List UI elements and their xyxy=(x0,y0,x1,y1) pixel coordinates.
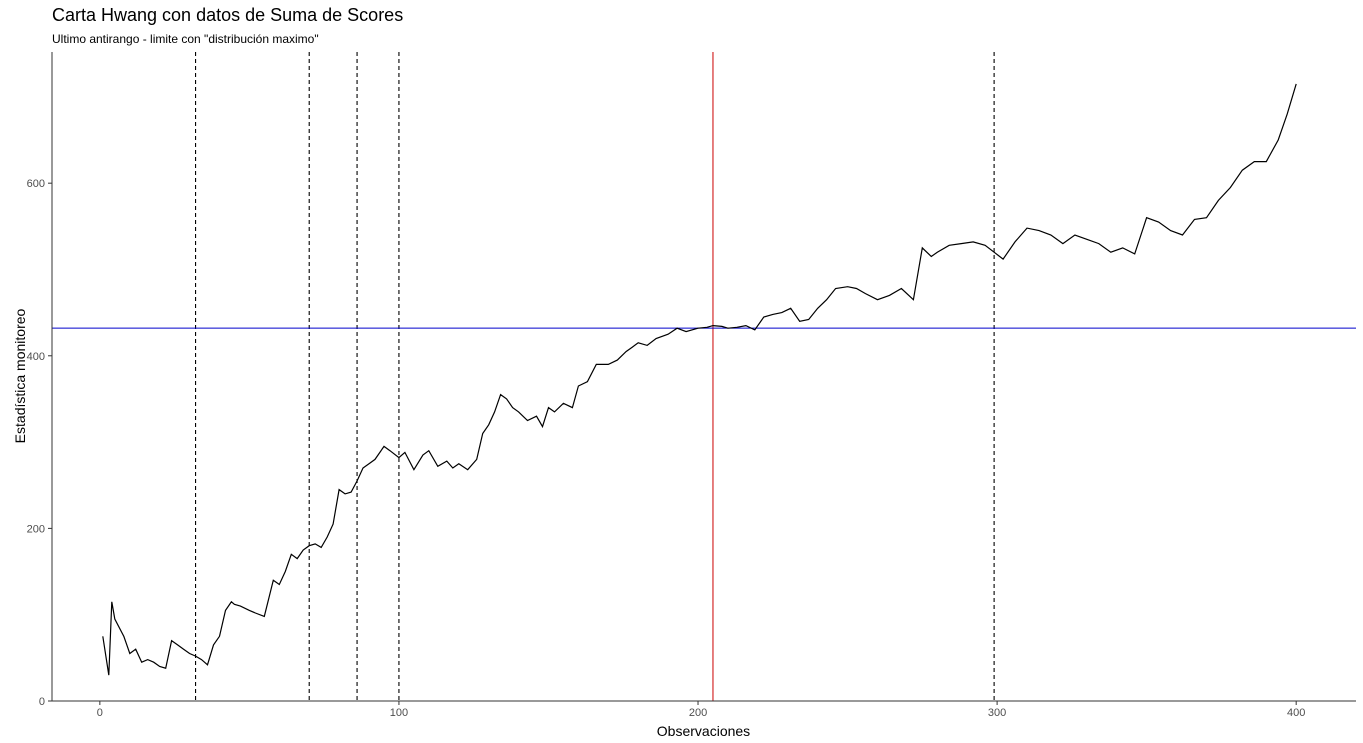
y-tick-label: 600 xyxy=(27,178,45,190)
chart-title: Carta Hwang con datos de Suma de Scores xyxy=(52,5,404,25)
reference-lines xyxy=(52,52,1356,701)
x-tick-label: 0 xyxy=(97,707,103,719)
x-tick-label: 200 xyxy=(689,707,707,719)
x-axis-label: Observaciones xyxy=(656,723,751,739)
x-tick-label: 100 xyxy=(390,707,408,719)
series-line xyxy=(102,83,1297,676)
x-tick-label: 400 xyxy=(1287,707,1305,719)
x-tick-label: 300 xyxy=(988,707,1006,719)
y-tick-label: 0 xyxy=(39,696,45,708)
axes: 0 100 200 300 400 0 200 400 600 xyxy=(27,52,1356,719)
y-tick-label: 400 xyxy=(27,351,45,363)
chart-subtitle: Ultimo antirango - limite con "distribuc… xyxy=(52,32,319,46)
y-tick-label: 200 xyxy=(27,523,45,535)
